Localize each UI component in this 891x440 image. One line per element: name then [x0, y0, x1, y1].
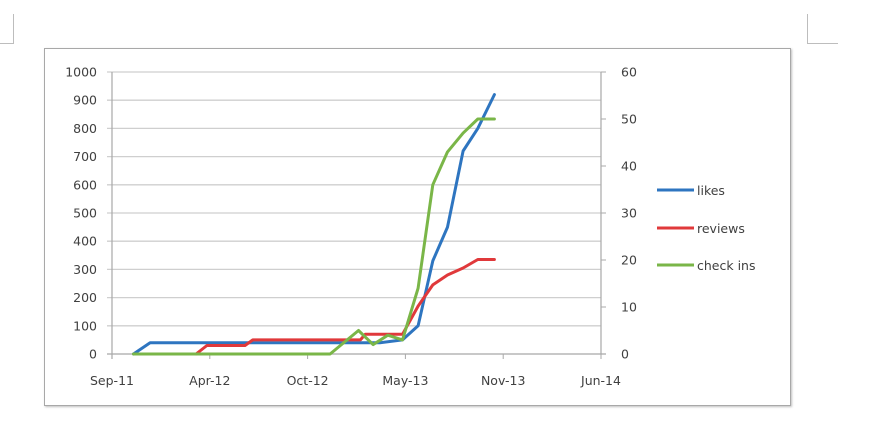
x-tick-label: Nov-13 [481, 373, 525, 388]
x-axis-labels: Sep-11 Apr-12 Oct-12 May-13 Nov-13 Jun-14 [90, 373, 621, 388]
page-corner-mark-right-vertical [807, 14, 808, 44]
y2-tick-label: 0 [621, 347, 629, 362]
y2-tick-label: 10 [621, 300, 637, 315]
y-tick-label: 100 [73, 318, 97, 333]
x-tick-label: May-13 [382, 373, 428, 388]
legend-label: likes [697, 183, 725, 198]
legend: likes reviews check ins [657, 183, 755, 273]
y-tick-label: 0 [89, 347, 97, 362]
x-tick-label: Sep-11 [90, 373, 134, 388]
y-axis-left-labels: 0 100 200 300 400 500 600 700 800 900 1000 [65, 65, 97, 362]
y-tick-label: 300 [73, 262, 97, 277]
y2-tick-label: 30 [621, 206, 637, 221]
axes [107, 71, 606, 359]
y-tick-label: 700 [73, 149, 97, 164]
y-tick-label: 400 [73, 234, 97, 249]
legend-label: check ins [697, 258, 755, 273]
legend-label: reviews [697, 221, 745, 236]
x-tick-label: Jun-14 [580, 373, 621, 388]
y2-tick-label: 20 [621, 253, 637, 268]
y-tick-label: 1000 [65, 65, 97, 80]
series-lines [132, 93, 496, 356]
series-line-reviews [194, 258, 496, 356]
gridlines [107, 71, 601, 327]
y-tick-label: 200 [73, 290, 97, 305]
series-line-likes [132, 93, 496, 356]
page-corner-mark-left-vertical [13, 14, 14, 44]
y2-tick-label: 50 [621, 112, 637, 127]
y2-tick-label: 40 [621, 159, 637, 174]
x-tick-label: Oct-12 [287, 373, 329, 388]
y2-tick-label: 60 [621, 65, 637, 80]
x-tick-label: Apr-12 [189, 373, 230, 388]
y-tick-label: 500 [73, 206, 97, 221]
y-tick-label: 800 [73, 121, 97, 136]
y-axis-right-labels: 0 10 20 30 40 50 60 [621, 65, 637, 362]
y-tick-label: 600 [73, 177, 97, 192]
series-line-check-ins [132, 117, 496, 356]
page-corner-mark-left-horizontal [0, 43, 14, 44]
page-corner-mark-right-horizontal [807, 43, 838, 44]
y-tick-label: 900 [73, 93, 97, 108]
